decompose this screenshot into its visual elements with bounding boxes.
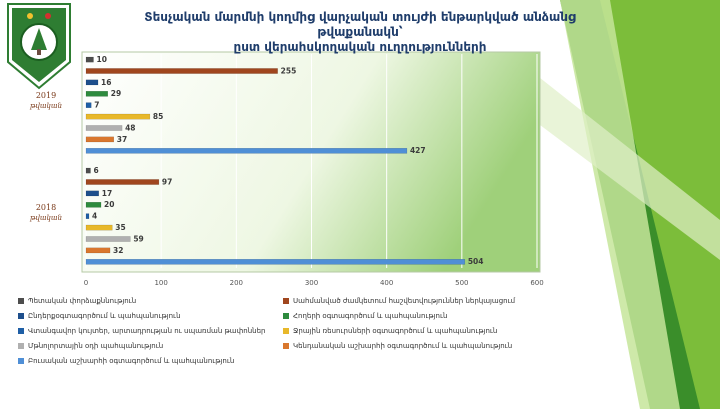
legend-label: Ջրային ռեսուրսների օգտագործում և պահպանո… [293, 327, 498, 335]
chart-title: Տեսչական մարմնի կողմից վարչական տույժի ե… [110, 10, 610, 55]
legend-swatch [283, 343, 289, 349]
legend-label: Բուսական աշխարհի օգտագործում և պահպանութ… [28, 357, 235, 365]
legend-label: Վտանգավոր կույտեր, արտադրության ու սպառմ… [28, 327, 266, 335]
x-tick-label: 200 [230, 279, 243, 287]
bar-value-label: 32 [113, 246, 123, 255]
group-label-unit: թվական [29, 214, 62, 222]
bar-value-label: 504 [468, 257, 484, 266]
bar-value-label: 35 [115, 223, 125, 232]
legend-item: Հողերի օգտագործում և պահպանություն [283, 312, 447, 320]
legend-swatch [18, 328, 24, 334]
bar-group [85, 56, 466, 265]
legend-item: Վտանգավոր կույտեր, արտադրության ու սպառմ… [18, 327, 265, 335]
bar-value-label: 7 [94, 101, 99, 110]
legend-item: Կենդանական աշխարհի օգտագործում և պահպանո… [283, 342, 512, 350]
bar-value-label: 10 [97, 55, 107, 64]
bar [85, 247, 111, 254]
bar [85, 224, 113, 231]
legend-label: Ընդերքօգտագործում և պահպանություն [28, 312, 181, 320]
legend-swatch [18, 343, 24, 349]
bar-value-label: 48 [125, 123, 135, 132]
legend-item: Ջրային ռեսուրսների օգտագործում և պահպանո… [283, 327, 497, 335]
bar [85, 136, 115, 143]
bar [85, 190, 99, 197]
legend-label: Կենդանական աշխարհի օգտագործում և պահպանո… [293, 342, 513, 350]
x-tick-label: 0 [84, 279, 88, 287]
bar-value-label: 6 [94, 166, 99, 175]
grid-lines [85, 54, 538, 268]
bar-value-label: 59 [133, 234, 143, 243]
bar [85, 213, 90, 220]
legend-label: Մթնոլորտային օդի պահպանություն [28, 342, 164, 350]
legend-swatch [283, 313, 289, 319]
bar-value-label: 4 [92, 212, 97, 221]
bar-value-label: 29 [111, 89, 121, 98]
bar-value-label: 97 [162, 177, 172, 186]
chart-title-line2: ըստ վերահսկողական ուղղությունների [233, 40, 487, 54]
legend-swatch [283, 328, 289, 334]
bar [85, 179, 160, 185]
bar [85, 79, 99, 86]
legend-label: Հողերի օգտագործում և պահպանություն [293, 312, 448, 320]
legend-item: Ընդերքօգտագործում և պահպանություն [18, 312, 181, 320]
bar [85, 102, 92, 108]
bar [85, 147, 408, 154]
legend-item: Մթնոլորտային օդի պահպանություն [18, 342, 163, 350]
decor-green-band-3 [560, 0, 680, 409]
legend-label: Սահմանված ժամկետում հաշվետվություններ նե… [293, 297, 516, 305]
bar-value-label: 20 [104, 200, 114, 209]
bar [85, 236, 131, 242]
x-tick-label: 100 [154, 279, 167, 287]
bar [85, 68, 278, 74]
bar [85, 56, 94, 63]
legend-swatch [18, 313, 24, 319]
decor-green-band-4 [520, 70, 720, 260]
x-tick-label: 400 [380, 279, 393, 287]
bar-value-label: 85 [153, 112, 163, 121]
group-labels: 2019 թվական 2018 թվական [29, 91, 62, 222]
bar-value-label: 427 [410, 146, 426, 155]
x-tick-label: 300 [305, 279, 318, 287]
bar [85, 90, 108, 97]
x-tick-label: 500 [455, 279, 468, 287]
legend-item: Սահմանված ժամկետում հաշվետվություններ նե… [283, 297, 515, 305]
group-label-unit: թվական [29, 102, 62, 110]
legend-swatch [283, 298, 289, 304]
chart-title-line1: Տեսչական մարմնի կողմից վարչական տույժի ե… [144, 10, 576, 39]
legend-label: Պետական փորձաքննություն [28, 297, 137, 305]
bar [85, 113, 151, 120]
emblem-logo [7, 3, 71, 90]
legend-swatch [18, 358, 24, 364]
legend-item: Բուսական աշխարհի օգտագործում և պահպանութ… [18, 357, 234, 365]
bar [85, 167, 91, 174]
bar-value-label: 255 [281, 66, 297, 75]
bar-value-label: 17 [102, 189, 112, 198]
group-label-year: 2019 [36, 91, 56, 100]
group-label-year: 2018 [36, 203, 56, 212]
bar [85, 201, 102, 208]
bar [85, 125, 123, 131]
legend-swatch [18, 298, 24, 304]
legend-item: Պետական փորձաքննություն [18, 297, 136, 305]
bar-value-label: 16 [101, 78, 111, 87]
x-axis-ticks: 0 100 200 300 400 500 600 [84, 279, 544, 287]
bar-value-label: 37 [117, 135, 127, 144]
x-tick-label: 600 [530, 279, 543, 287]
bar [85, 259, 466, 265]
